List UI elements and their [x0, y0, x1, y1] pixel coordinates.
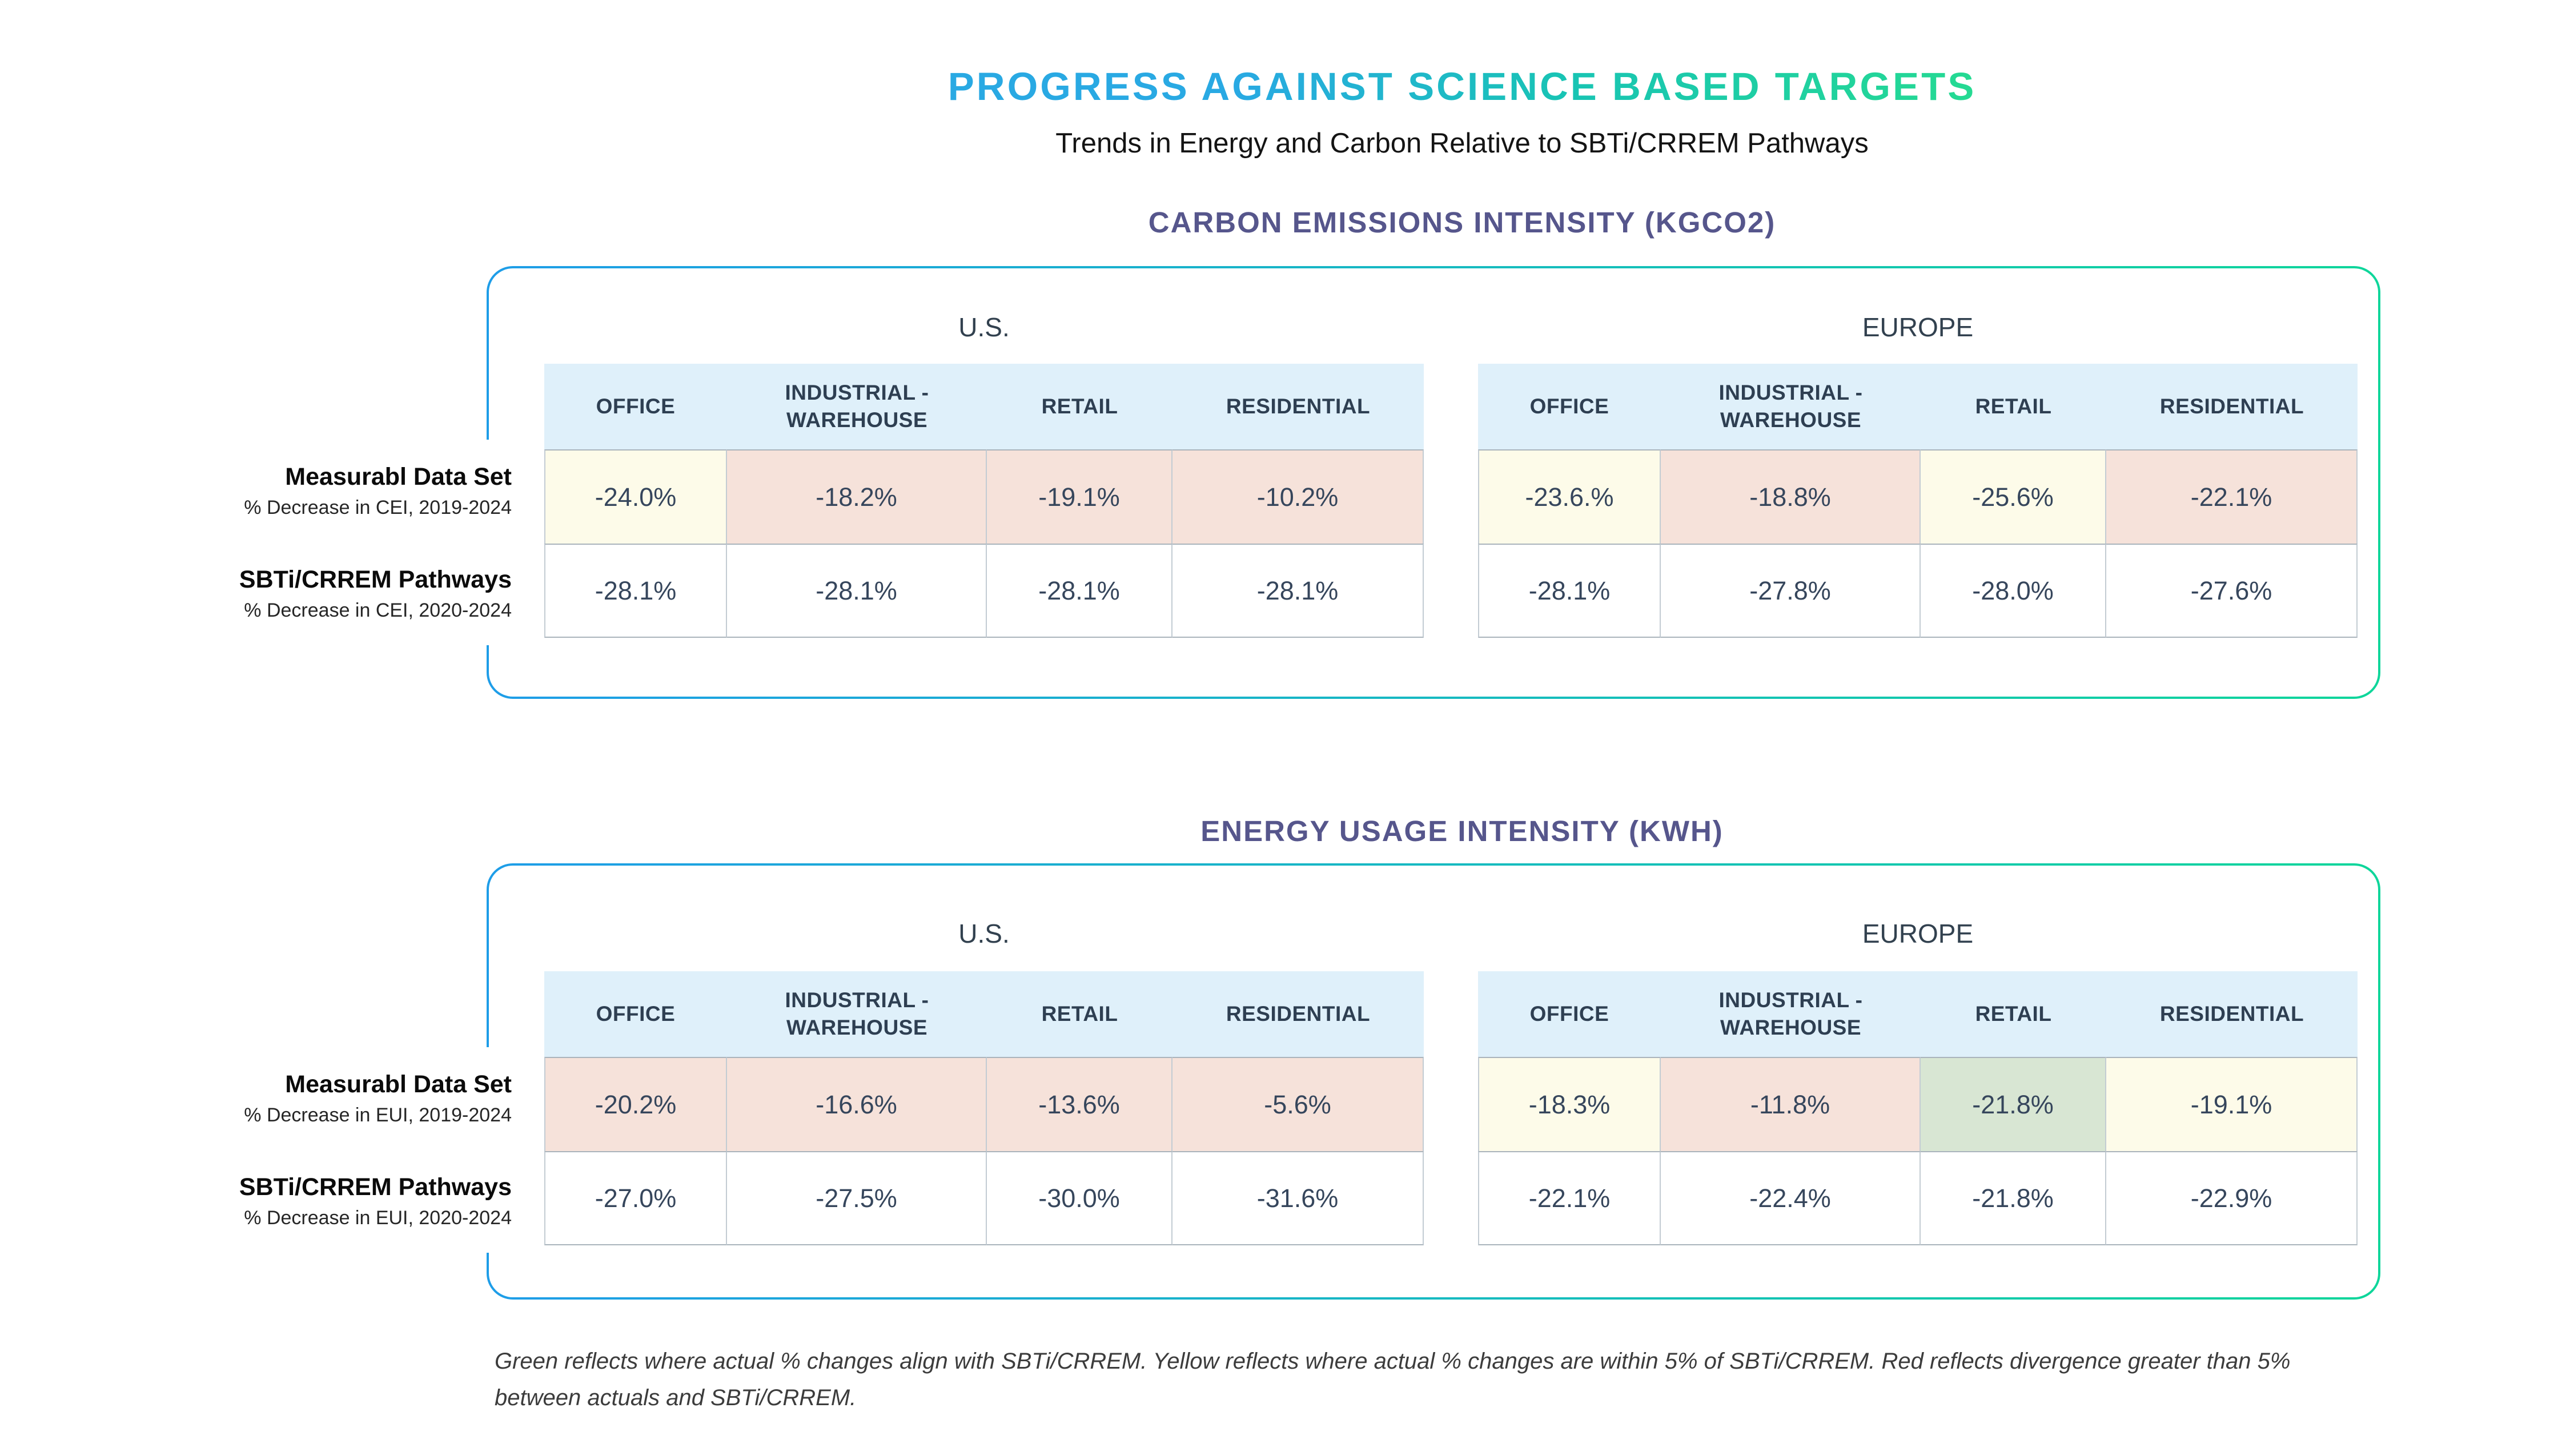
- column-header-retail: RETAIL: [987, 971, 1172, 1057]
- region-label-us: U.S.: [958, 312, 1010, 342]
- value-cell: -28.1%: [987, 544, 1172, 638]
- column-header-residential: RESIDENTIAL: [1172, 971, 1424, 1057]
- value-cell: -27.5%: [727, 1151, 987, 1245]
- value-cell: -18.8%: [1661, 449, 1921, 544]
- column-header-residential: RESIDENTIAL: [2106, 364, 2358, 449]
- value-cell: -28.1%: [544, 544, 727, 638]
- value-cell: -22.9%: [2106, 1151, 2358, 1245]
- row-label-name: SBTi/CRREM Pathways: [239, 565, 512, 593]
- energy-us-table: OFFICE INDUSTRIAL - WAREHOUSE RETAIL RES…: [544, 971, 1424, 1245]
- value-cell: -25.6%: [1921, 449, 2106, 544]
- row-label-carbon-sbti: SBTi/CRREM Pathways % Decrease in CEI, 2…: [120, 542, 520, 645]
- column-header-retail: RETAIL: [1921, 971, 2106, 1057]
- column-header-residential: RESIDENTIAL: [1172, 364, 1424, 449]
- value-cell: -10.2%: [1172, 449, 1424, 544]
- value-cell: -13.6%: [987, 1057, 1172, 1151]
- column-header-residential: RESIDENTIAL: [2106, 971, 2358, 1057]
- value-cell: -28.1%: [727, 544, 987, 638]
- value-cell: -21.8%: [1921, 1057, 2106, 1151]
- value-cell: -23.6.%: [1478, 449, 1661, 544]
- legend-note: Green reflects where actual % changes al…: [495, 1343, 2431, 1416]
- region-label-us: U.S.: [958, 919, 1010, 948]
- value-cell: -19.1%: [987, 449, 1172, 544]
- value-cell: -30.0%: [987, 1151, 1172, 1245]
- value-cell: -24.0%: [544, 449, 727, 544]
- value-cell: -16.6%: [727, 1057, 987, 1151]
- row-label-name: Measurabl Data Set: [285, 1070, 512, 1098]
- page-header: PROGRESS AGAINST SCIENCE BASED TARGETS T…: [354, 64, 2570, 160]
- value-cell: -27.6%: [2106, 544, 2358, 638]
- column-header-retail: RETAIL: [1921, 364, 2106, 449]
- column-header-office: OFFICE: [1478, 971, 1661, 1057]
- row-label-desc: % Decrease in EUI, 2020-2024: [244, 1207, 512, 1229]
- value-cell: -31.6%: [1172, 1151, 1424, 1245]
- column-header-industrial: INDUSTRIAL - WAREHOUSE: [727, 971, 987, 1057]
- column-header-retail: RETAIL: [987, 364, 1172, 449]
- legend-note-line2: between actuals and SBTi/CRREM.: [495, 1385, 857, 1410]
- page-title: PROGRESS AGAINST SCIENCE BASED TARGETS: [947, 65, 1977, 108]
- column-header-industrial: INDUSTRIAL - WAREHOUSE: [1661, 364, 1921, 449]
- value-cell: -18.2%: [727, 449, 987, 544]
- section-title-carbon: CARBON EMISSIONS INTENSITY (KGCO2): [1148, 206, 1776, 239]
- value-cell: -21.8%: [1921, 1151, 2106, 1245]
- energy-panel: U.S. EUROPE OFFICE INDUSTRIAL - WAREHOUS…: [487, 863, 2380, 1300]
- row-label-energy-sbti: SBTi/CRREM Pathways % Decrease in EUI, 2…: [120, 1150, 520, 1253]
- value-cell: -27.0%: [544, 1151, 727, 1245]
- carbon-us-table: OFFICE INDUSTRIAL - WAREHOUSE RETAIL RES…: [544, 364, 1424, 638]
- column-header-office: OFFICE: [1478, 364, 1661, 449]
- legend-note-line1: Green reflects where actual % changes al…: [495, 1349, 2291, 1374]
- region-label-europe: EUROPE: [1862, 312, 1974, 342]
- column-header-industrial: INDUSTRIAL - WAREHOUSE: [1661, 971, 1921, 1057]
- row-label-energy-measurabl: Measurabl Data Set % Decrease in EUI, 20…: [120, 1047, 520, 1150]
- value-cell: -22.1%: [1478, 1151, 1661, 1245]
- column-header-office: OFFICE: [544, 971, 727, 1057]
- row-label-carbon-measurabl: Measurabl Data Set % Decrease in CEI, 20…: [120, 440, 520, 542]
- energy-panel-inner: U.S. EUROPE OFFICE INDUSTRIAL - WAREHOUS…: [489, 866, 2378, 1297]
- value-cell: -22.4%: [1661, 1151, 1921, 1245]
- value-cell: -27.8%: [1661, 544, 1921, 638]
- value-cell: -28.1%: [1478, 544, 1661, 638]
- value-cell: -19.1%: [2106, 1057, 2358, 1151]
- section-title-energy: ENERGY USAGE INTENSITY (KWH): [1200, 815, 1724, 847]
- row-label-desc: % Decrease in CEI, 2019-2024: [244, 497, 512, 519]
- row-label-desc: % Decrease in EUI, 2019-2024: [244, 1104, 512, 1127]
- column-header-office: OFFICE: [544, 364, 727, 449]
- value-cell: -22.1%: [2106, 449, 2358, 544]
- row-label-desc: % Decrease in CEI, 2020-2024: [244, 600, 512, 622]
- value-cell: -11.8%: [1661, 1057, 1921, 1151]
- energy-europe-table: OFFICE INDUSTRIAL - WAREHOUSE RETAIL RES…: [1478, 971, 2358, 1245]
- value-cell: -18.3%: [1478, 1057, 1661, 1151]
- region-label-europe: EUROPE: [1862, 919, 1974, 948]
- page-subtitle: Trends in Energy and Carbon Relative to …: [1055, 128, 1869, 159]
- carbon-panel-inner: U.S. EUROPE OFFICE INDUSTRIAL - WAREHOUS…: [489, 268, 2378, 697]
- value-cell: -5.6%: [1172, 1057, 1424, 1151]
- value-cell: -20.2%: [544, 1057, 727, 1151]
- column-header-industrial: INDUSTRIAL - WAREHOUSE: [727, 364, 987, 449]
- carbon-panel: U.S. EUROPE OFFICE INDUSTRIAL - WAREHOUS…: [487, 266, 2380, 699]
- value-cell: -28.1%: [1172, 544, 1424, 638]
- value-cell: -28.0%: [1921, 544, 2106, 638]
- row-label-name: Measurabl Data Set: [285, 462, 512, 490]
- carbon-europe-table: OFFICE INDUSTRIAL - WAREHOUSE RETAIL RES…: [1478, 364, 2358, 638]
- row-label-name: SBTi/CRREM Pathways: [239, 1173, 512, 1201]
